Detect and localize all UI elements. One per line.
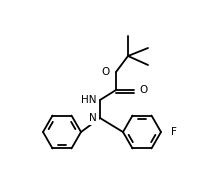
Text: HN: HN <box>81 95 97 105</box>
Text: O: O <box>138 85 146 95</box>
Text: O: O <box>101 67 109 77</box>
Text: N: N <box>89 113 97 123</box>
Text: F: F <box>170 127 176 137</box>
